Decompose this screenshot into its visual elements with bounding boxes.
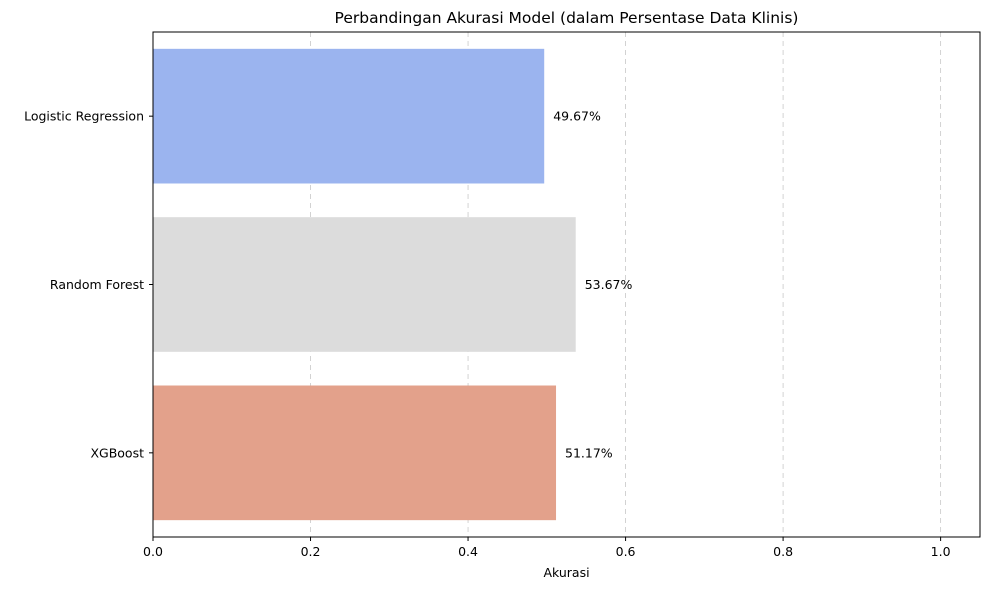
y-tick-label: XGBoost	[90, 445, 144, 460]
y-tick-label: Random Forest	[50, 277, 144, 292]
bar-value-label: 49.67%	[553, 109, 601, 124]
bar-value-label: 53.67%	[585, 277, 633, 292]
bar	[153, 385, 557, 521]
bar	[153, 48, 545, 184]
bars	[153, 48, 576, 521]
plot-frame	[152, 31, 981, 538]
x-tick-label: 0.6	[616, 544, 636, 559]
x-tick-label: 0.8	[773, 544, 793, 559]
x-tick-label: 1.0	[931, 544, 951, 559]
chart-title: Perbandingan Akurasi Model (dalam Persen…	[335, 9, 799, 27]
x-tick-label: 0.2	[301, 544, 321, 559]
x-tick-label: 0.0	[143, 544, 163, 559]
bar	[153, 217, 576, 352]
y-tick-label: Logistic Regression	[24, 109, 144, 124]
data-labels: 49.67% 53.67% 51.17%	[553, 109, 632, 461]
x-tick-label: 0.4	[458, 544, 478, 559]
x-axis-ticks: 0.0 0.2 0.4 0.6 0.8 1.0	[143, 537, 951, 559]
bar-value-label: 51.17%	[565, 445, 613, 460]
x-axis-label: Akurasi	[543, 565, 589, 580]
y-axis-ticks: Logistic Regression Random Forest XGBoost	[24, 109, 153, 460]
